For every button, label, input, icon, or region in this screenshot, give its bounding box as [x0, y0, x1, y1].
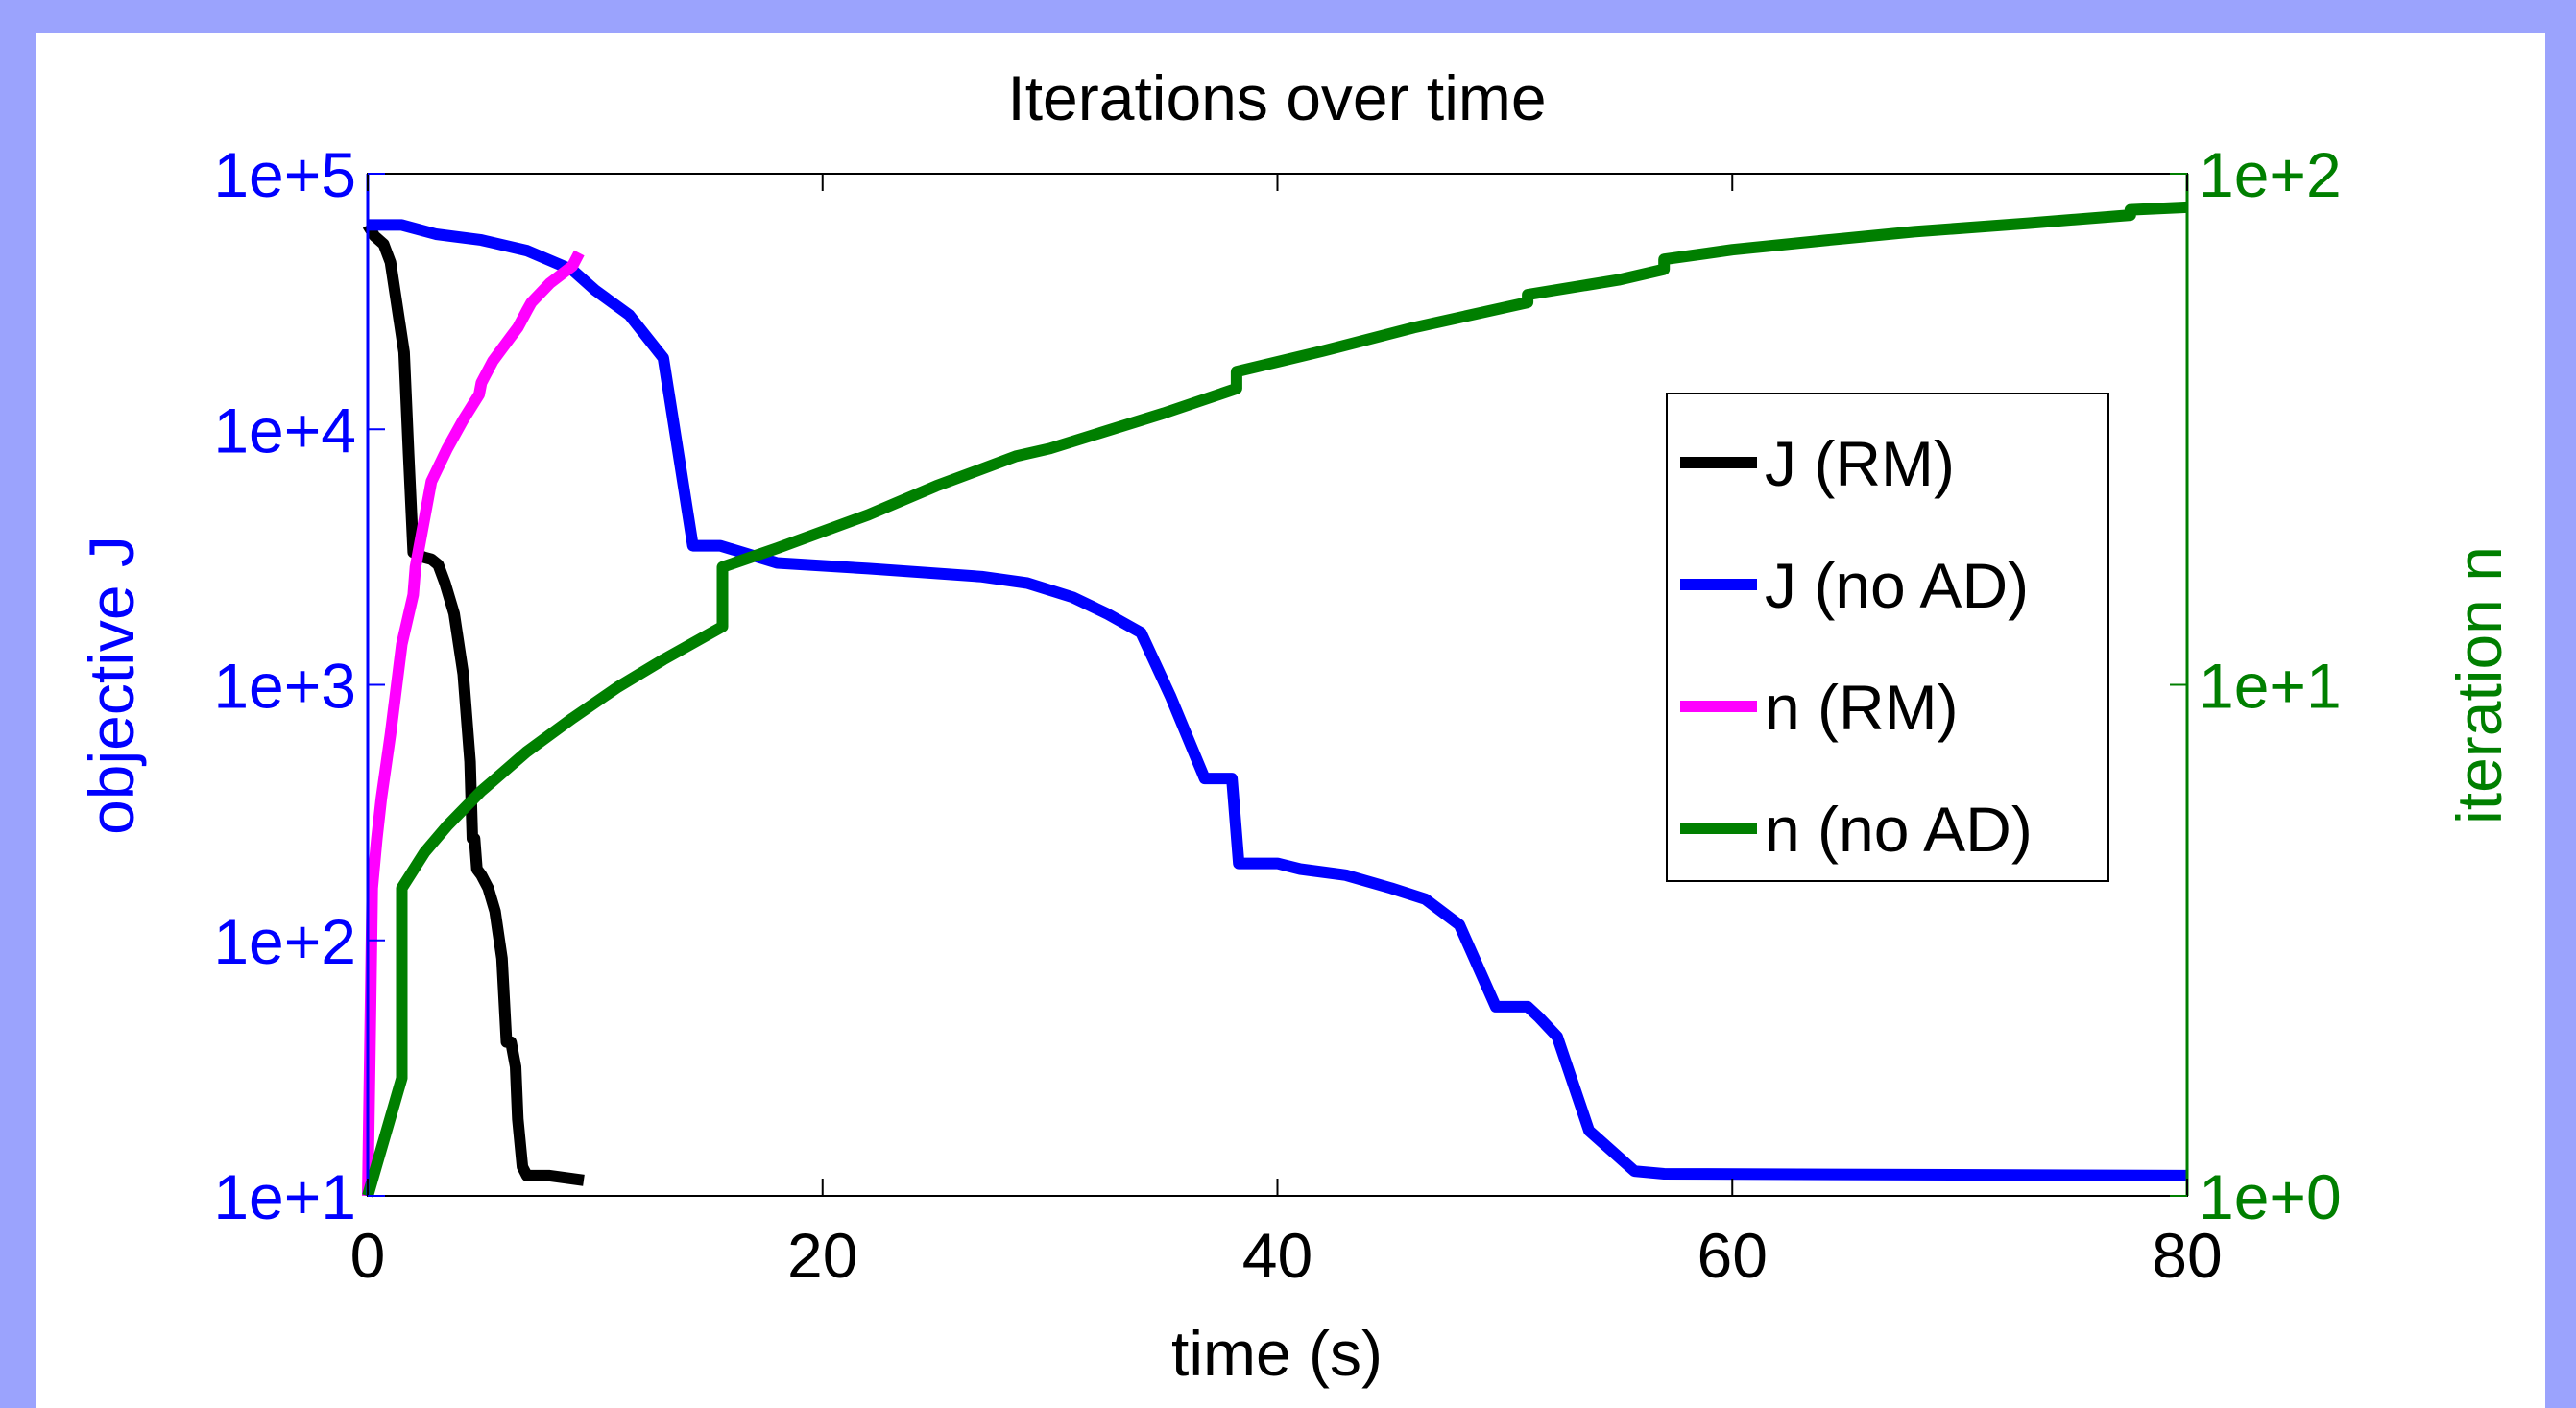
chart-title: Iterations over time — [1007, 62, 1546, 133]
right-axis-label: iteration n — [2444, 546, 2515, 824]
right-tick-label: 1e+1 — [2199, 651, 2342, 722]
left-tick-label: 1e+3 — [213, 651, 356, 722]
left-tick-label: 1e+4 — [213, 394, 356, 465]
figure-panel: Iterations over time 0 20 40 60 80 1e+1 1e+2 1… — [36, 33, 2545, 1408]
left-axis-label: objective J — [76, 536, 147, 835]
left-tick-label: 1e+5 — [213, 139, 356, 210]
legend: J (RM) J (no AD) n (RM) n (no AD) — [1666, 393, 2109, 882]
right-tick-label: 1e+0 — [2199, 1161, 2342, 1232]
legend-box — [1666, 393, 2109, 882]
x-axis-label: time (s) — [1171, 1318, 1383, 1389]
x-tick-label: 20 — [787, 1220, 857, 1291]
series-line-3 — [362, 201, 2188, 1198]
x-axis-ticks: 0 20 40 60 80 — [350, 174, 2223, 1291]
legend-label-3: n (no AD) — [1765, 794, 2033, 865]
x-tick-label: 40 — [1242, 1220, 1312, 1291]
x-tick-label: 80 — [2152, 1220, 2222, 1291]
left-tick-label: 1e+1 — [213, 1161, 356, 1232]
right-axis-ticks: 1e+0 1e+1 1e+2 — [2170, 139, 2342, 1232]
legend-label-0: J (RM) — [1765, 428, 1955, 499]
series-line-2 — [362, 250, 585, 1197]
series-layer — [362, 201, 2188, 1198]
x-tick-label: 60 — [1697, 1220, 1768, 1291]
left-tick-label: 1e+2 — [213, 906, 356, 977]
right-tick-label: 1e+2 — [2199, 139, 2342, 210]
series-line-1 — [368, 219, 2188, 1181]
legend-label-2: n (RM) — [1765, 672, 1959, 743]
left-axis-ticks: 1e+1 1e+2 1e+3 1e+4 1e+5 — [213, 139, 385, 1232]
x-tick-label: 0 — [350, 1220, 386, 1291]
legend-label-1: J (no AD) — [1765, 550, 2029, 621]
chart: Iterations over time 0 20 40 60 80 1e+11e+21… — [76, 62, 2515, 1389]
